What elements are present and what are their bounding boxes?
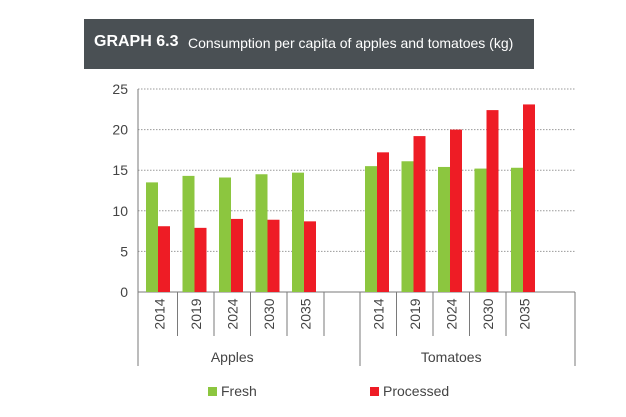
chart-title-label: GRAPH 6.3 [94,33,179,50]
x-tick-label: 2030 [480,298,496,329]
bar-fresh [146,182,158,292]
x-tick-label: 2019 [188,298,204,329]
x-tick-label: 2030 [261,298,277,329]
bar-fresh [438,166,450,292]
legend-swatch-processed [370,387,379,396]
bar-processed [377,152,389,292]
bar-fresh [182,175,195,292]
x-tick-label: 2024 [224,298,240,329]
x-tick-label: 2014 [370,298,386,329]
group-label: Apples [211,349,254,365]
bar-processed [413,136,426,292]
y-tick-label: 10 [112,203,128,219]
bar-processed [450,129,462,292]
bar-processed [486,110,499,292]
bar-fresh [401,161,414,292]
bar-fresh [511,167,523,292]
chart-title-text: Consumption per capita of apples and tom… [188,35,514,51]
bar-processed [231,218,243,292]
y-tick-label: 0 [120,284,128,300]
x-tick-label: 2035 [516,298,532,329]
legend-label-fresh: Fresh [221,383,257,399]
bar-processed [523,104,535,292]
x-tick-label: 2024 [443,298,459,329]
legend-swatch-fresh [208,387,217,396]
bar-processed [267,219,280,292]
bar-fresh [474,168,487,292]
bar-processed [158,226,170,292]
bar-fresh [255,174,268,292]
bar-fresh [365,166,377,292]
y-tick-label: 15 [112,162,128,178]
bar-processed [194,227,207,292]
x-tick-label: 2014 [151,298,167,329]
bar-fresh [219,177,231,292]
x-tick-label: 2035 [297,298,313,329]
y-tick-label: 5 [120,243,128,259]
legend-label-processed: Processed [383,383,449,399]
x-tick-label: 2019 [407,298,423,329]
y-tick-label: 25 [112,81,128,97]
group-label: Tomatoes [421,349,482,365]
bar-fresh [292,172,304,292]
y-tick-label: 20 [112,122,128,138]
chart-title-bar: GRAPH 6.3 Consumption per capita of appl… [84,19,534,69]
bar-processed [304,221,316,292]
